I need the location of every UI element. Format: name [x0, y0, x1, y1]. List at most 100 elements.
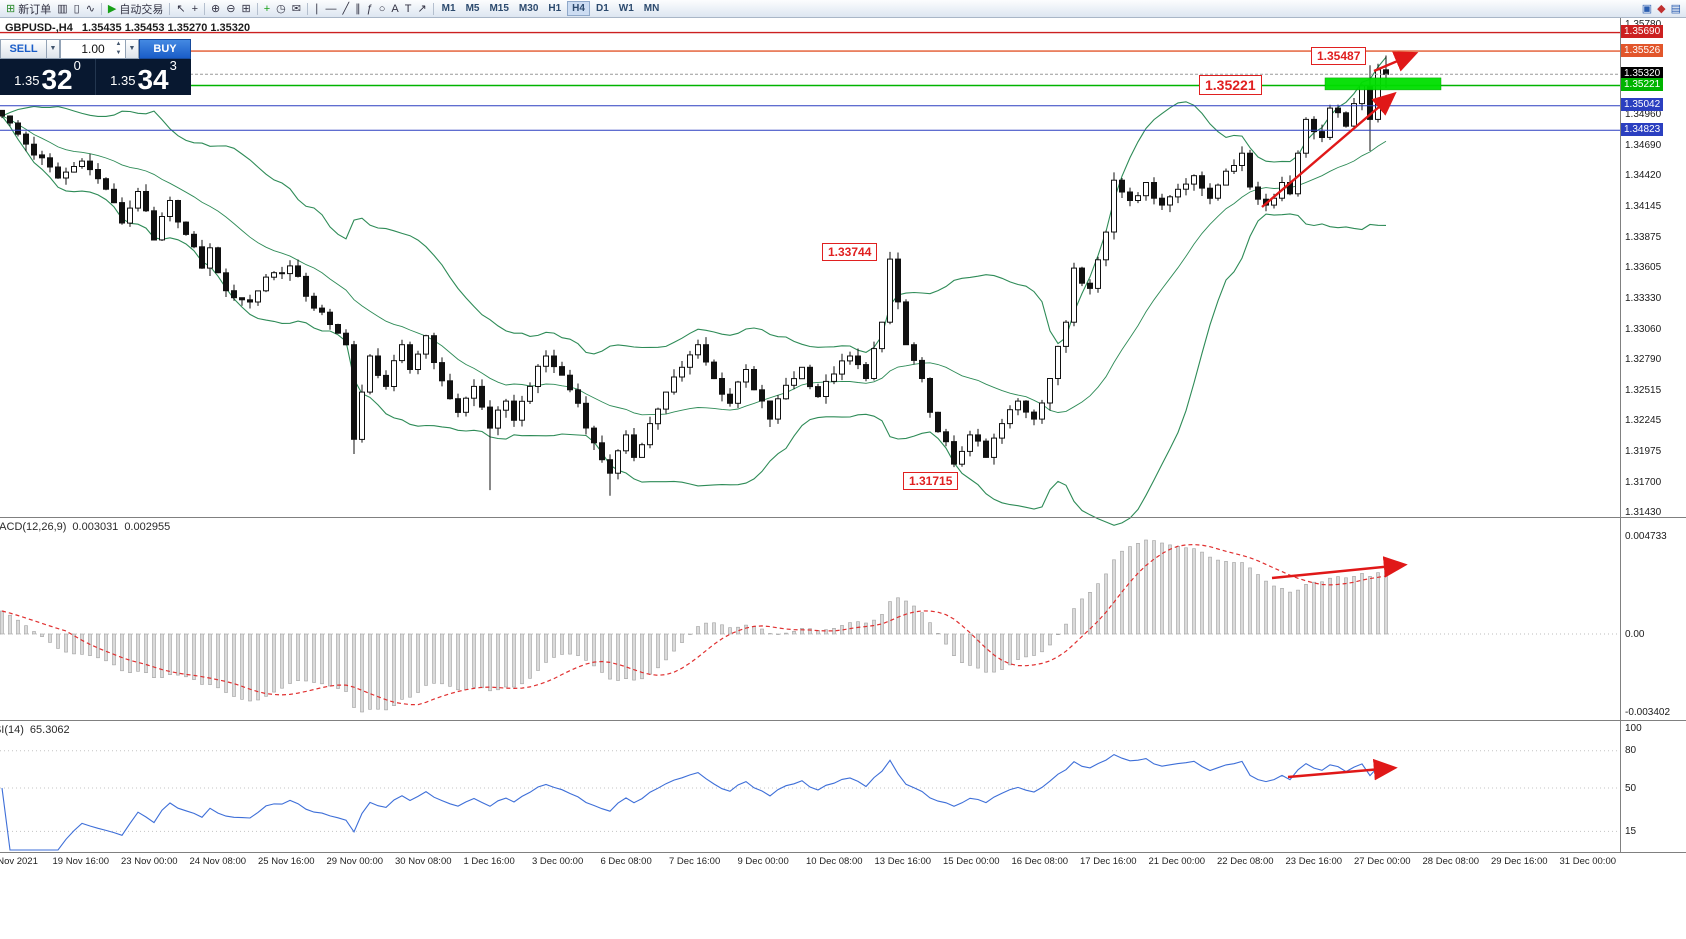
line-chart-icon: ∿	[85, 2, 95, 15]
timeframe-d1-button[interactable]: D1	[595, 3, 609, 14]
macd-scale-tick: -0.003402	[1625, 706, 1671, 718]
time-axis-label: 17 Dec 16:00	[1080, 856, 1137, 867]
crosshair-icon[interactable]: +	[189, 1, 201, 17]
sell-button[interactable]: SELL	[0, 39, 47, 59]
bid-prefix: 1.35	[14, 73, 40, 88]
time-axis-label: 29 Nov 00:00	[326, 856, 384, 867]
symbol-period-label: GBPUSD-,H4	[5, 22, 73, 34]
bid-big-digits: 32	[41, 64, 73, 95]
time-axis-label: 15 Dec 00:00	[943, 856, 1000, 867]
price-scale-tick: 1.34145	[1625, 201, 1662, 213]
time-axis-label: 30 Nov 08:00	[395, 856, 452, 867]
templates-icon: ✉	[291, 2, 301, 15]
tile-windows-icon: ⊞	[241, 2, 251, 15]
ask-sup-digit: 3	[169, 58, 177, 73]
price-scale-tick: 1.31700	[1625, 476, 1662, 488]
price-scale-tick: 1.34420	[1625, 170, 1662, 182]
price-scale-tick: 1.32790	[1625, 353, 1662, 365]
label-icon[interactable]: T	[402, 1, 415, 17]
rsi-label: RSI(14) 65.3062	[0, 724, 70, 736]
timeframe-m1-button[interactable]: M1	[441, 3, 456, 14]
timeframe-m15-button[interactable]: M15	[489, 3, 509, 14]
price-callout[interactable]: 1.35487	[1311, 46, 1367, 65]
time-axis-label: 13 Dec 16:00	[874, 856, 932, 867]
time-axis-label: 3 Dec 00:00	[532, 856, 584, 867]
arrows-icon: ↗	[417, 2, 427, 15]
timeframe-h4-button[interactable]: H4	[567, 1, 590, 16]
vertical-line-icon: ∣	[313, 2, 320, 15]
cursor-icon[interactable]: ↖	[173, 1, 188, 17]
trendline-icon: ╱	[342, 2, 350, 15]
price-callout[interactable]: 1.35221	[1199, 74, 1262, 95]
alerts-icon[interactable]: ◆	[1657, 3, 1666, 15]
volume-input[interactable]: 1.00 ▲ ▼	[60, 39, 126, 59]
rsi-scale-tick: 50	[1625, 782, 1637, 794]
time-axis-label: 16 Dec 08:00	[1011, 856, 1069, 867]
toolbar-right-group: ▣ ◆ ▤	[1642, 2, 1683, 15]
time-axis-label: 27 Dec 00:00	[1354, 856, 1411, 867]
rsi-scale-tick: 15	[1625, 825, 1637, 837]
bid-ask-display: 1.35 32 0 1.35 34 3	[0, 59, 191, 95]
sell-dropdown-icon[interactable]: ▼	[47, 39, 60, 59]
trendline-icon[interactable]: ╱	[339, 1, 352, 17]
indicators-icon: +	[263, 2, 271, 15]
periods-icon[interactable]: ◷	[273, 1, 289, 17]
time-axis-label: 10 Dec 08:00	[806, 856, 863, 867]
ask-price: 1.35 34 3	[95, 59, 191, 95]
autotrading-button[interactable]: ▶ 自动交易	[105, 1, 166, 17]
channel-icon[interactable]: ∥	[352, 1, 364, 17]
vertical-line-icon[interactable]: ∣	[311, 1, 323, 17]
price-callout[interactable]: 1.31715	[903, 471, 959, 490]
timeframe-w1-button[interactable]: W1	[618, 3, 634, 14]
arrows-icon[interactable]: ↗	[414, 1, 429, 17]
price-scale-tick: 1.32515	[1625, 384, 1662, 396]
horizontal-line-icon[interactable]: ―	[322, 1, 339, 17]
rsi-name: RSI(14)	[0, 724, 24, 736]
shapes-icon[interactable]: ○	[376, 1, 389, 17]
rsi-scale-tick: 80	[1625, 745, 1637, 757]
one-click-trade-panel: SELL ▼ 1.00 ▲ ▼ ▼ BUY 1.35 32 0 1.35 34 3	[0, 39, 191, 95]
bid-sup-digit: 0	[73, 58, 81, 73]
zoom-in-icon[interactable]: ⊕	[208, 1, 223, 17]
price-scale-marker: 1.35042	[1621, 98, 1664, 112]
bar-chart-icon: ▥	[57, 2, 68, 15]
candlestick-chart-icon[interactable]: ▯	[71, 1, 83, 17]
time-axis-label: 19 Nov 16:00	[52, 856, 110, 867]
tile-windows-icon[interactable]: ⊞	[238, 1, 253, 17]
fibonacci-icon: ƒ	[366, 2, 373, 15]
main-toolbar: ⊞ 新订单 ▥ ▯ ∿ ▶ 自动交易 ↖ + ⊕ ⊖ ⊞ + ◷ ✉ ∣ ― ╱ ∥ ƒ ○ A T ↗ M1 M5 M15 M30 H…	[0, 0, 1686, 18]
text-icon[interactable]: A	[388, 1, 401, 17]
rsi-scale-tick: 100	[1625, 723, 1642, 734]
price-scale-tick: 1.34960	[1625, 109, 1662, 121]
zoom-out-icon[interactable]: ⊖	[223, 1, 238, 17]
cursor-icon: ↖	[176, 2, 186, 15]
periods-icon: ◷	[276, 2, 286, 15]
volume-stepper[interactable]: ▲ ▼	[115, 41, 122, 56]
line-chart-icon[interactable]: ∿	[83, 1, 98, 17]
channel-icon: ∥	[355, 2, 361, 15]
timeframe-m5-button[interactable]: M5	[465, 3, 480, 14]
time-axis-label: 7 Dec 16:00	[669, 856, 721, 867]
settings-icon[interactable]: ▤	[1670, 3, 1681, 15]
price-scale-marker: 1.35221	[1621, 78, 1664, 91]
buy-button[interactable]: BUY	[139, 39, 191, 59]
ask-big-digits: 34	[137, 64, 169, 95]
price-callout[interactable]: 1.33744	[822, 242, 878, 261]
indicators-icon[interactable]: +	[261, 1, 273, 17]
buy-dropdown-icon[interactable]: ▼	[126, 39, 139, 59]
shapes-icon: ○	[378, 2, 386, 15]
price-scale-tick: 1.33605	[1625, 262, 1662, 274]
price-scale-tick: 1.31430	[1625, 507, 1662, 519]
chart-window-icon[interactable]: ▣	[1641, 3, 1653, 15]
timeframe-h1-button[interactable]: H1	[548, 3, 562, 14]
rsi-value: 65.3062	[29, 724, 70, 736]
new-order-button[interactable]: ⊞ 新订单	[3, 1, 54, 17]
timeframe-m30-button[interactable]: M30	[518, 3, 539, 14]
toolbar-separator	[100, 2, 102, 15]
fibonacci-icon[interactable]: ƒ	[364, 1, 376, 17]
price-scale-tick: 1.35780	[1625, 19, 1661, 30]
templates-icon[interactable]: ✉	[289, 1, 304, 17]
timeframe-mn-button[interactable]: MN	[643, 3, 660, 14]
bar-chart-icon[interactable]: ▥	[54, 1, 70, 17]
